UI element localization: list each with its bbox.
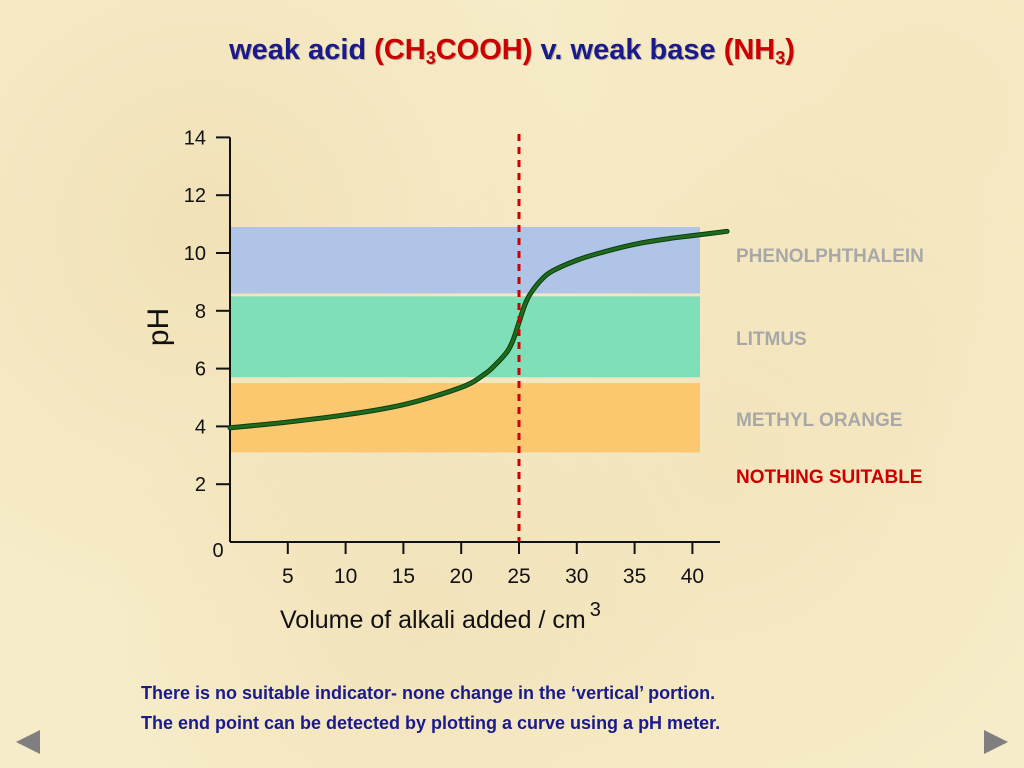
x-tick-label: 20	[450, 565, 473, 588]
x-tick-label: 5	[282, 565, 294, 588]
y-tick-label: 6	[195, 359, 206, 381]
origin-tick-label: 0	[212, 540, 223, 562]
x-tick-label: 35	[623, 565, 646, 588]
triangle-right-icon[interactable]	[984, 730, 1008, 754]
label-nothing-suitable: NOTHING SUITABLE	[736, 467, 923, 488]
y-tick-label: 12	[184, 185, 206, 207]
x-tick-label: 40	[681, 565, 704, 588]
x-axis-label: Volume of alkali added / cm 3	[280, 599, 601, 634]
y-tick-label: 10	[184, 243, 206, 265]
band-litmus	[231, 296, 700, 378]
label-litmus: LITMUS	[736, 329, 807, 350]
band-phenolphthalein	[231, 226, 700, 294]
y-tick-label: 4	[195, 416, 206, 438]
chart-ticks: 2 4 6 8 10 12 14 5 10 15 20 25 30 35 40 0	[184, 127, 704, 588]
x-tick-label: 10	[334, 565, 357, 588]
chart-axes	[229, 137, 720, 543]
y-tick-label: 14	[184, 127, 206, 149]
title-part3: v. weak base	[532, 34, 724, 66]
title-acid-formula: (CH3COOH)	[374, 34, 533, 68]
titration-curve-group	[227, 228, 730, 431]
title-base-formula: (NH3)	[723, 34, 795, 68]
indicator-bands	[231, 226, 700, 453]
label-methyl-orange: METHYL ORANGE	[736, 410, 903, 431]
label-phenolphthalein: PHENOLPHTHALEIN	[736, 246, 924, 267]
x-tick-label: 30	[565, 565, 588, 588]
band-methyl-orange	[231, 383, 700, 453]
y-tick-label: 8	[195, 301, 206, 323]
caption-line-1: There is no suitable indicator- none cha…	[141, 683, 716, 703]
y-axis-label: pH	[142, 308, 175, 346]
caption-line-2: The end point can be detected by plottin…	[141, 713, 721, 733]
triangle-left-icon[interactable]	[16, 730, 40, 754]
x-tick-label: 15	[392, 565, 415, 588]
titration-curve	[228, 229, 729, 430]
slide-title: weak acid (CH3COOH) v. weak base (NH3)	[0, 34, 1024, 67]
title-part1: weak acid	[229, 34, 375, 66]
x-tick-label: 25	[507, 565, 530, 588]
y-tick-label: 2	[195, 474, 206, 496]
